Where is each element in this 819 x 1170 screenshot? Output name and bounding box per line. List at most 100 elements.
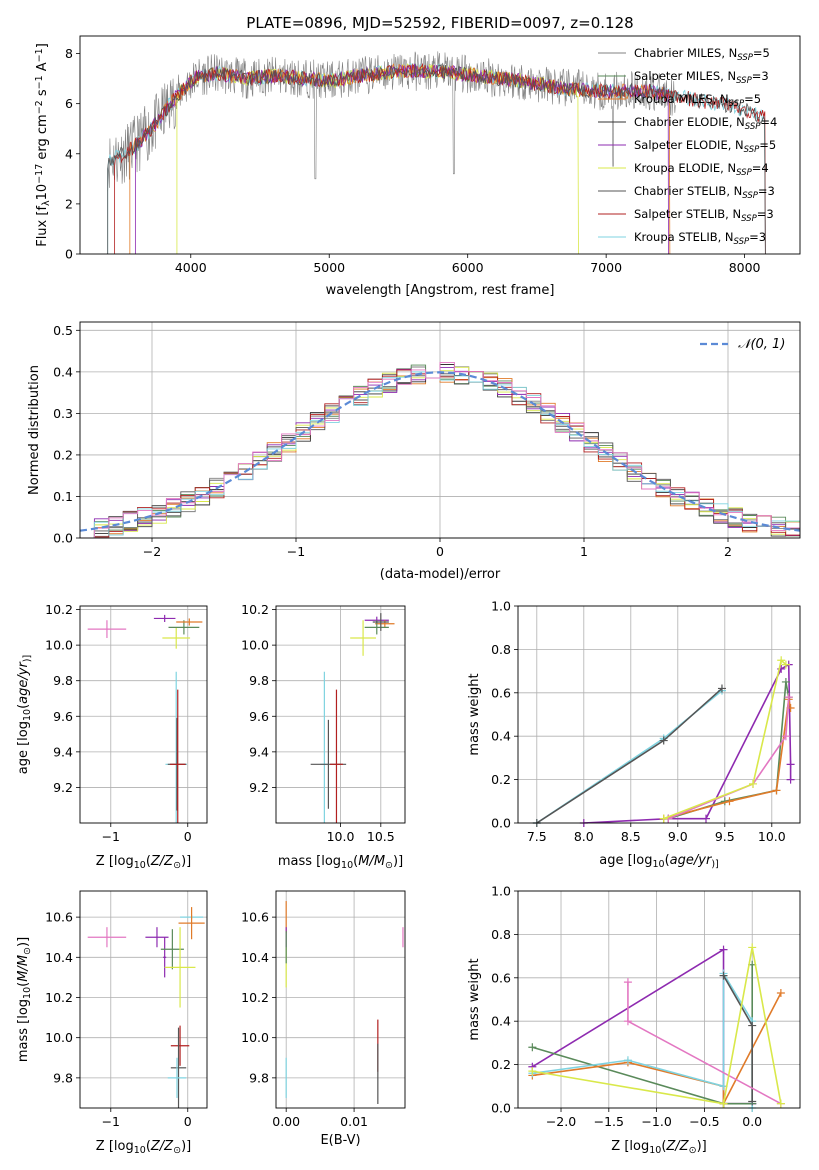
axes-frame: [79, 35, 801, 255]
y-tick-label: 10.6: [45, 910, 73, 925]
weight-marker: [725, 797, 734, 806]
x-tick-label: 10.5: [367, 829, 395, 844]
y-tick-label: 0.8: [491, 927, 511, 942]
x-tick-label: 0: [436, 544, 444, 559]
y-tick-label: 10.0: [241, 638, 269, 653]
weight-line: [536, 690, 723, 823]
y-axis-label-part: −17: [34, 164, 45, 184]
axes-frame: [517, 890, 801, 1109]
y-tick-label: 1.0: [491, 884, 511, 899]
legend-text: Kroupa MILES, N: [634, 92, 729, 106]
x-tick-label: −2: [143, 544, 161, 559]
legend-text: Kroupa ELODIE, N: [634, 161, 736, 175]
legend-text: Chabrier MILES, N: [634, 46, 737, 60]
x-axis-label: mass [log10(M/M⊙)]: [278, 854, 403, 871]
legend-text: Salpeter MILES, N: [634, 69, 736, 83]
age-vs-z-panel: −1 0 9.2 9.4 9.6 9.8 10.0 10.2: [45, 602, 208, 844]
y-axis-label-part: Flux [f: [35, 206, 50, 247]
weight-marker: [719, 945, 728, 954]
weight-marker: [781, 732, 790, 741]
y-tick-label: 0.2: [53, 447, 73, 462]
y-tick-label: 10.0: [45, 638, 73, 653]
legend-entry: Chabrier STELIB, NSSP=3: [634, 184, 775, 201]
x-axis-label-part: mass [log: [278, 854, 341, 869]
x-axis-label-part: Z [log: [611, 1139, 649, 1154]
x-tick-label: −0.5: [689, 1114, 719, 1129]
x-axis-label-part: 10: [341, 860, 353, 871]
legend-entry: Kroupa ELODIE, NSSP=4: [634, 161, 769, 178]
legend-entry: 𝒩(0, 1): [738, 337, 785, 352]
axes-frame: [517, 605, 801, 824]
residual-panel: −2 −1 0 1 2 0.0 0.1 0.2 0.3 0.4 0.5 𝒩(0, 1): [53, 321, 801, 559]
y-axis-label-part: )]: [16, 937, 31, 947]
y-tick-label: 9.4: [53, 744, 73, 759]
y-tick-label: 10.2: [45, 602, 73, 617]
weight-marker: [784, 693, 793, 702]
y-axis-label-part: M/M: [16, 955, 31, 982]
y-tick-label: 0.4: [491, 729, 511, 744]
legend-tail: =3: [749, 230, 766, 244]
x-axis-label: Z [log10(Z/Z⊙)]: [96, 1139, 191, 1156]
y-tick-label: 10.4: [45, 950, 73, 965]
gaussian-curve: [79, 371, 801, 532]
mass-vs-ebv-panel: 0.00 0.01 9.8 10.0 10.2 10.4 10.6: [241, 890, 406, 1129]
x-tick-label: 2: [724, 544, 732, 559]
spectrum-panel: 4000 5000 6000 7000 8000 0 2 4 6 8: [65, 35, 801, 275]
weight-marker: [748, 1097, 757, 1106]
weight-marker: [659, 736, 668, 745]
weight-marker: [719, 1099, 728, 1108]
legend-entry: Chabrier MILES, NSSP=5: [634, 46, 770, 63]
legend-sub: SSP: [744, 145, 760, 155]
y-axis-label-part: −1: [34, 48, 45, 62]
legend-entry: Chabrier ELODIE, NSSP=4: [634, 115, 777, 132]
legend-sub: SSP: [736, 76, 752, 86]
y-tick-label: 0.5: [53, 323, 73, 338]
legend-sub: SSP: [734, 237, 750, 247]
x-axis-label-part: (: [353, 854, 358, 869]
x-tick-label: 1: [580, 544, 588, 559]
y-tick-label: 9.8: [249, 1070, 269, 1085]
weight-vs-z-panel: −2.0 −1.5 −1.0 −0.5 0.0 0.0 0.2 0.4 0.6 0.8 1.0: [491, 884, 801, 1129]
weight-line: [668, 681, 790, 820]
y-axis-label-part: λ: [41, 200, 52, 206]
y-axis-label: mass weight: [467, 958, 482, 1040]
legend-tail: =4: [760, 115, 777, 129]
x-axis-label-part: (: [661, 1139, 666, 1154]
legend-tail: =3: [757, 207, 774, 221]
x-axis-label-part: ⊙: [689, 1145, 697, 1156]
legend-tail: =5: [744, 92, 761, 106]
weight-marker: [749, 779, 757, 788]
weight-marker: [623, 1056, 632, 1065]
x-axis-label-part: )]: [181, 854, 191, 869]
y-axis-label-part: ]: [35, 43, 50, 48]
weight-marker: [719, 971, 728, 980]
y-tick-label: 10.6: [241, 910, 269, 925]
y-tick-label: 9.8: [53, 673, 73, 688]
weight-line: [663, 658, 787, 820]
x-axis-label-part: (: [146, 854, 151, 869]
y-axis-label: mass [log10(M/M⊙)]: [16, 937, 33, 1062]
x-tick-label: −2.0: [546, 1114, 576, 1129]
y-tick-label: 0.0: [491, 816, 511, 831]
model-spectrum: [134, 63, 669, 254]
weight-marker: [623, 1017, 632, 1026]
x-axis-label-part: Z [log: [96, 854, 134, 869]
x-axis-label-part: (: [665, 853, 670, 868]
legend-sub: SSP: [736, 168, 752, 178]
weight-line: [532, 947, 782, 1105]
weight-marker: [702, 814, 710, 823]
weight-marker: [781, 660, 790, 669]
weight-marker: [528, 1067, 537, 1076]
y-tick-label: 10.4: [241, 950, 269, 965]
y-axis-label-part: (: [16, 982, 31, 987]
x-axis-label-part: 10: [134, 1145, 146, 1156]
x-tick-label: 10.0: [327, 829, 355, 844]
chart-title: PLATE=0896, MJD=52592, FIBERID=0097, z=0…: [246, 14, 633, 32]
x-axis-label-part: )]: [393, 854, 403, 869]
legend-tail: =4: [752, 161, 769, 175]
legend-text: Chabrier ELODIE, N: [634, 115, 745, 129]
y-tick-label: 0.1: [53, 489, 73, 504]
legend-sub: SSP: [737, 53, 753, 63]
x-tick-label: 0.01: [340, 1114, 368, 1129]
